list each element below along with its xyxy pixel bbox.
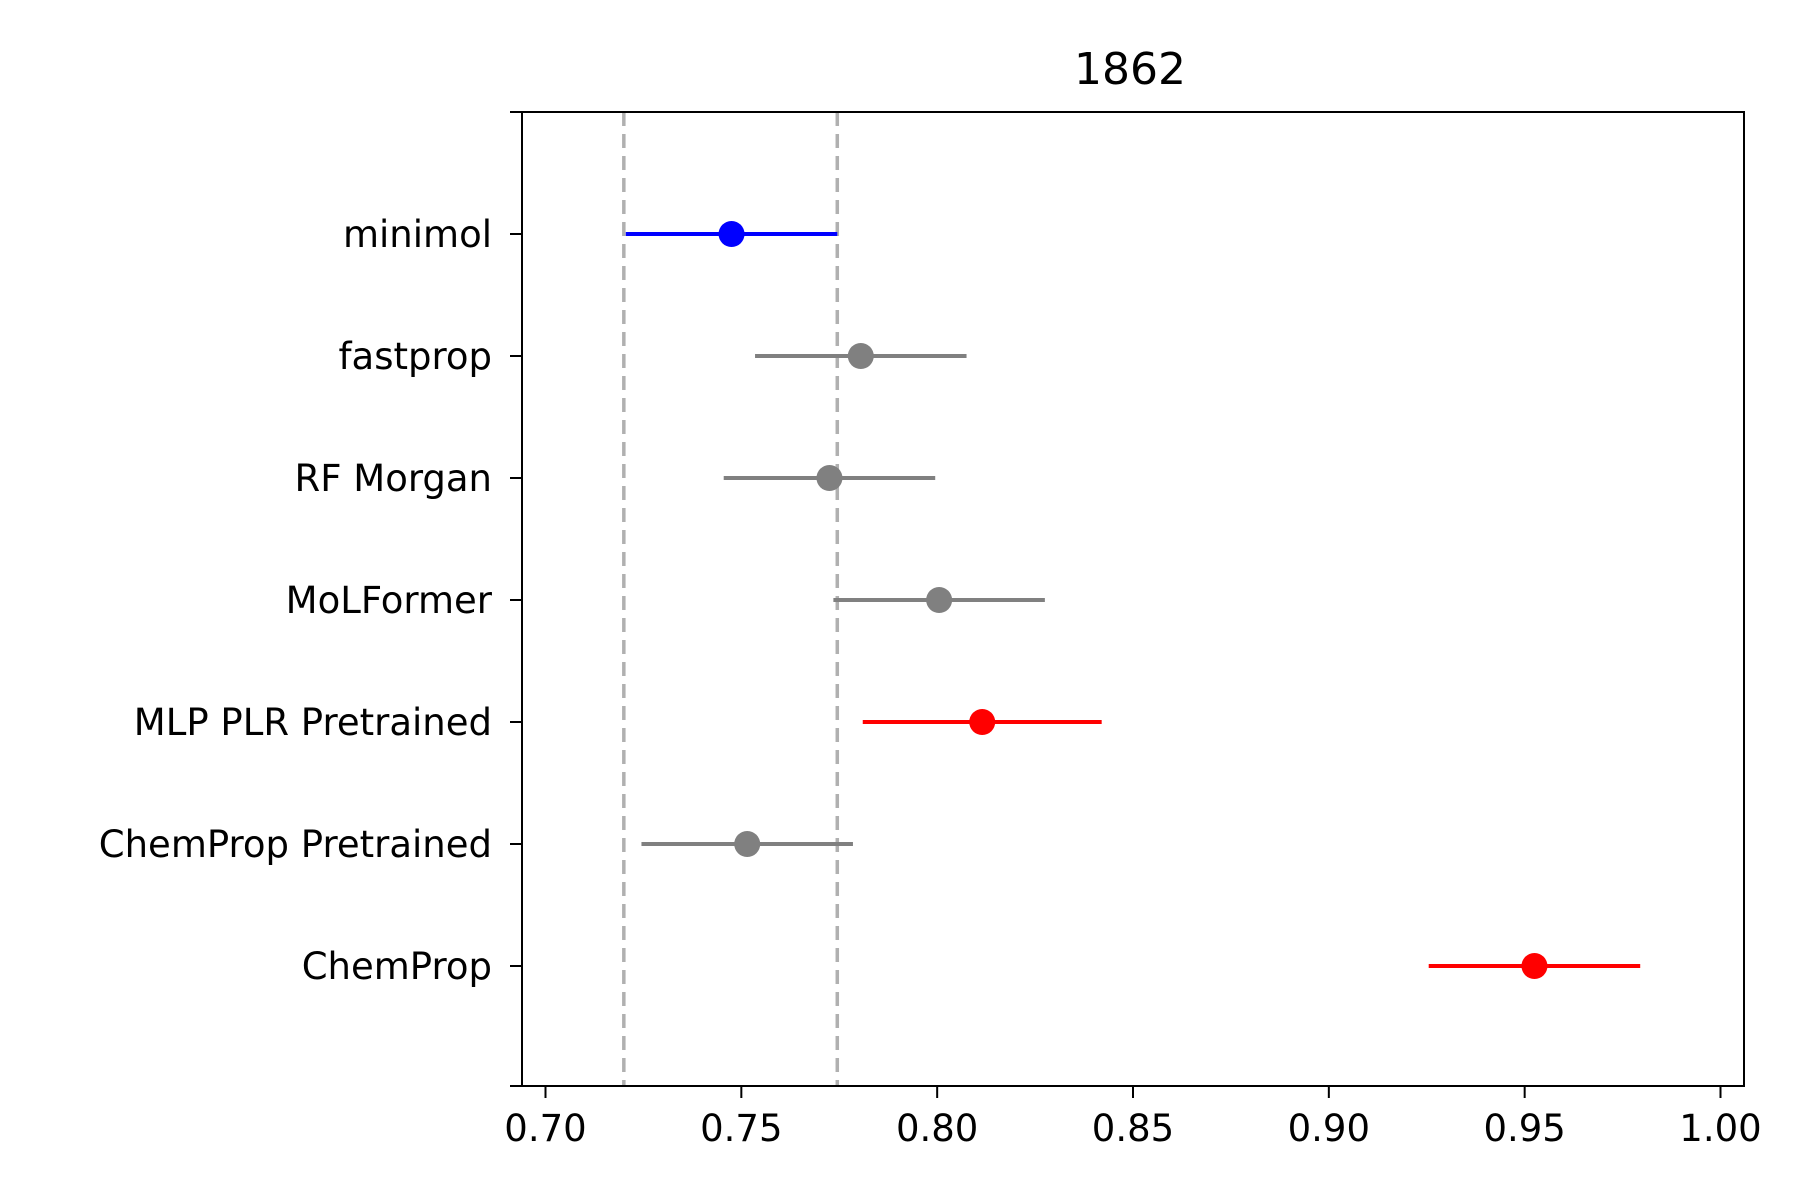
y-tick-label: minimol: [343, 213, 492, 256]
x-tick-label: 0.70: [504, 1107, 586, 1150]
chart-title: 1862: [1074, 44, 1186, 95]
point-marker: [847, 343, 874, 369]
y-tick-label: fastprop: [339, 335, 493, 378]
point-marker: [969, 709, 996, 735]
x-tick-label: 0.80: [896, 1107, 978, 1150]
point-marker: [926, 587, 953, 613]
point-marker: [816, 465, 843, 491]
point-marker: [1521, 953, 1548, 979]
point-marker: [718, 221, 745, 247]
x-tick-label: 0.75: [700, 1107, 782, 1150]
x-axis: 0.70 0.75 0.80 0.85 0.90 0.95 1.00: [504, 1086, 1762, 1150]
y-axis: minimol fastprop RF Morgan MoLFormer MLP PLR…: [99, 111, 522, 1087]
y-tick-label: ChemProp Pretrained: [99, 823, 492, 866]
y-tick-label: ChemProp: [302, 945, 492, 988]
y-tick-label: RF Morgan: [295, 457, 492, 500]
x-tick-label: 1.00: [1679, 1107, 1761, 1150]
point-marker: [734, 831, 761, 857]
x-tick-label: 0.85: [1092, 1107, 1174, 1150]
y-tick-label: MLP PLR Pretrained: [134, 701, 492, 744]
x-tick-label: 0.90: [1288, 1107, 1370, 1150]
plot-frame: [521, 111, 1745, 1087]
y-tick-label: MoLFormer: [286, 579, 493, 622]
data-marks: [625, 221, 1641, 979]
x-tick-label: 0.95: [1483, 1107, 1565, 1150]
